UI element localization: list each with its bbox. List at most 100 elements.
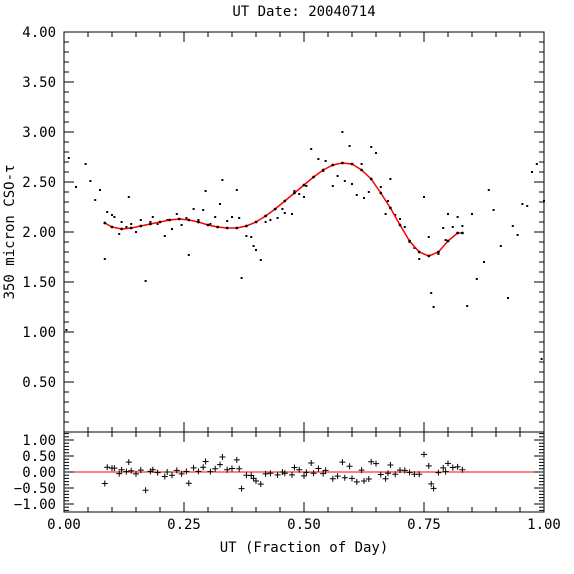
main-y-tick-label: 2.00: [22, 225, 56, 241]
residual-point: [217, 461, 223, 468]
data-point: [324, 160, 327, 162]
residual-point: [219, 453, 226, 460]
data-point: [118, 233, 121, 235]
residual-point: [421, 451, 427, 458]
main-y-tick-label: 1.50: [22, 275, 56, 291]
fit-point: [120, 227, 123, 231]
data-point: [363, 197, 365, 199]
data-point: [255, 249, 257, 251]
data-point: [281, 208, 284, 210]
residual-point: [125, 459, 132, 466]
data-point: [403, 226, 406, 228]
residual-point: [262, 470, 269, 477]
fit-point: [331, 163, 335, 167]
residual-point: [385, 470, 391, 477]
x-tick-labels: 0.00 0.25 0.50 0.75 1.00: [47, 517, 561, 533]
res-y-tick-label: −0.50: [14, 481, 56, 497]
data-point: [197, 219, 200, 221]
x-tick-label: 0.75: [407, 517, 441, 533]
data-point: [379, 186, 382, 188]
main-y-tick-label: 3.50: [22, 75, 56, 91]
data-point: [511, 225, 514, 227]
fit-point: [254, 220, 258, 224]
data-point: [471, 213, 473, 215]
residual-point: [361, 477, 367, 484]
residual-point: [341, 474, 348, 481]
data-point: [187, 254, 190, 256]
data-point: [192, 208, 195, 210]
fit-point: [177, 217, 181, 221]
data-point: [355, 194, 358, 196]
residual-point: [296, 466, 303, 473]
data-point: [516, 234, 519, 236]
data-point: [139, 219, 142, 221]
residual-point: [238, 485, 245, 492]
data-point: [526, 205, 529, 207]
residual-point: [274, 471, 281, 478]
data-point: [531, 171, 533, 173]
data-point: [430, 292, 433, 294]
main-y-tick-label: 0.50: [22, 375, 56, 391]
residual-point: [315, 465, 322, 472]
residual-point: [310, 470, 317, 477]
fit-point: [245, 224, 248, 228]
data-point: [466, 305, 469, 307]
fit-point: [293, 191, 296, 195]
fit-point: [158, 220, 162, 224]
residual-point: [142, 487, 149, 494]
fit-point: [110, 225, 114, 229]
fit-point: [379, 191, 383, 195]
data-point: [341, 131, 344, 133]
residual-point: [358, 467, 365, 474]
data-point: [293, 190, 296, 192]
residual-point: [207, 468, 214, 475]
residual-point: [118, 466, 125, 473]
data-point: [451, 226, 454, 228]
residual-point: [289, 471, 295, 478]
residual-point: [116, 470, 123, 477]
fit-point: [456, 231, 459, 235]
data-point: [235, 189, 238, 191]
fit-point: [149, 222, 152, 226]
fit-point: [216, 225, 220, 229]
data-point: [360, 163, 363, 165]
data-point: [204, 190, 207, 192]
residual-point: [190, 464, 197, 471]
residual-point: [281, 470, 288, 477]
fit-point: [225, 226, 229, 230]
residual-point: [104, 464, 111, 471]
residual-point: [308, 460, 315, 467]
data-point: [231, 216, 233, 218]
data-point: [483, 261, 485, 263]
data-point: [418, 258, 421, 260]
data-point: [89, 180, 92, 182]
data-point: [389, 178, 392, 180]
data-point: [264, 221, 267, 223]
data-point: [269, 219, 272, 221]
fit-point: [264, 214, 267, 218]
fit-point: [129, 226, 133, 230]
fit-point: [341, 161, 344, 165]
data-point: [127, 196, 130, 198]
main-y-tick-labels: 0.50 1.00 1.50 2.00 2.50 3.00 3.50 4.00: [22, 25, 56, 391]
residual-point: [353, 478, 360, 485]
residual-point: [137, 467, 144, 474]
fit-point: [312, 175, 315, 179]
data-point: [245, 235, 248, 237]
residual-point: [291, 464, 298, 471]
main-y-tick-label: 2.50: [22, 175, 56, 191]
residual-point: [442, 468, 449, 475]
data-point: [447, 213, 449, 215]
data-point: [305, 185, 308, 187]
data-point: [106, 211, 109, 213]
data-point: [259, 259, 262, 261]
data-point: [171, 228, 173, 230]
data-point: [370, 146, 373, 148]
data-point: [487, 189, 490, 191]
data-point: [387, 200, 389, 202]
data-point: [75, 186, 77, 188]
main-ticks: [63, 31, 545, 432]
data-point: [456, 216, 459, 218]
fit-point: [273, 207, 277, 211]
residual-point: [164, 469, 171, 475]
